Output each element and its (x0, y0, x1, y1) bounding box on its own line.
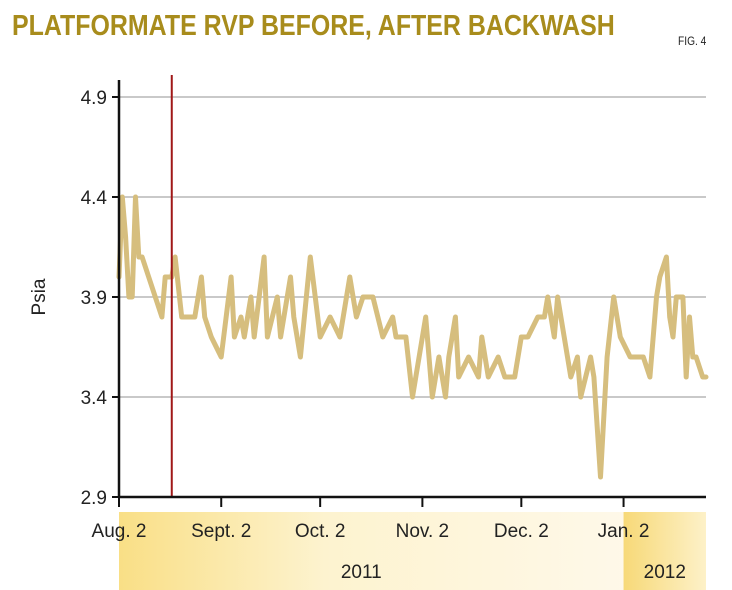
x-tick-label: Jan. 2 (598, 521, 650, 542)
year-label: 2012 (644, 562, 686, 583)
chart-title: PLATFORMATE RVP BEFORE, AFTER BACKWASH (12, 10, 615, 42)
x-tick-label: Aug. 2 (92, 521, 147, 542)
y-axis-label: Psia (29, 278, 50, 315)
x-tick-label: Dec. 2 (494, 521, 549, 542)
y-tick-label: 4.4 (81, 188, 108, 209)
y-tick-label: 3.4 (81, 388, 108, 409)
year-label: 2011 (341, 562, 382, 583)
year-band-2011 (119, 512, 706, 590)
y-tick-label: 2.9 (81, 488, 107, 509)
x-tick-label: Oct. 2 (295, 521, 346, 542)
rvp-series-line (116, 194, 709, 480)
figure-label: FIG. 4 (678, 34, 707, 48)
year-band-2012 (623, 512, 706, 590)
x-tick-label: Nov. 2 (396, 521, 450, 542)
y-tick-label: 3.9 (81, 288, 107, 309)
y-tick-label: 4.9 (81, 88, 107, 109)
x-tick-label: Sept. 2 (191, 521, 251, 542)
